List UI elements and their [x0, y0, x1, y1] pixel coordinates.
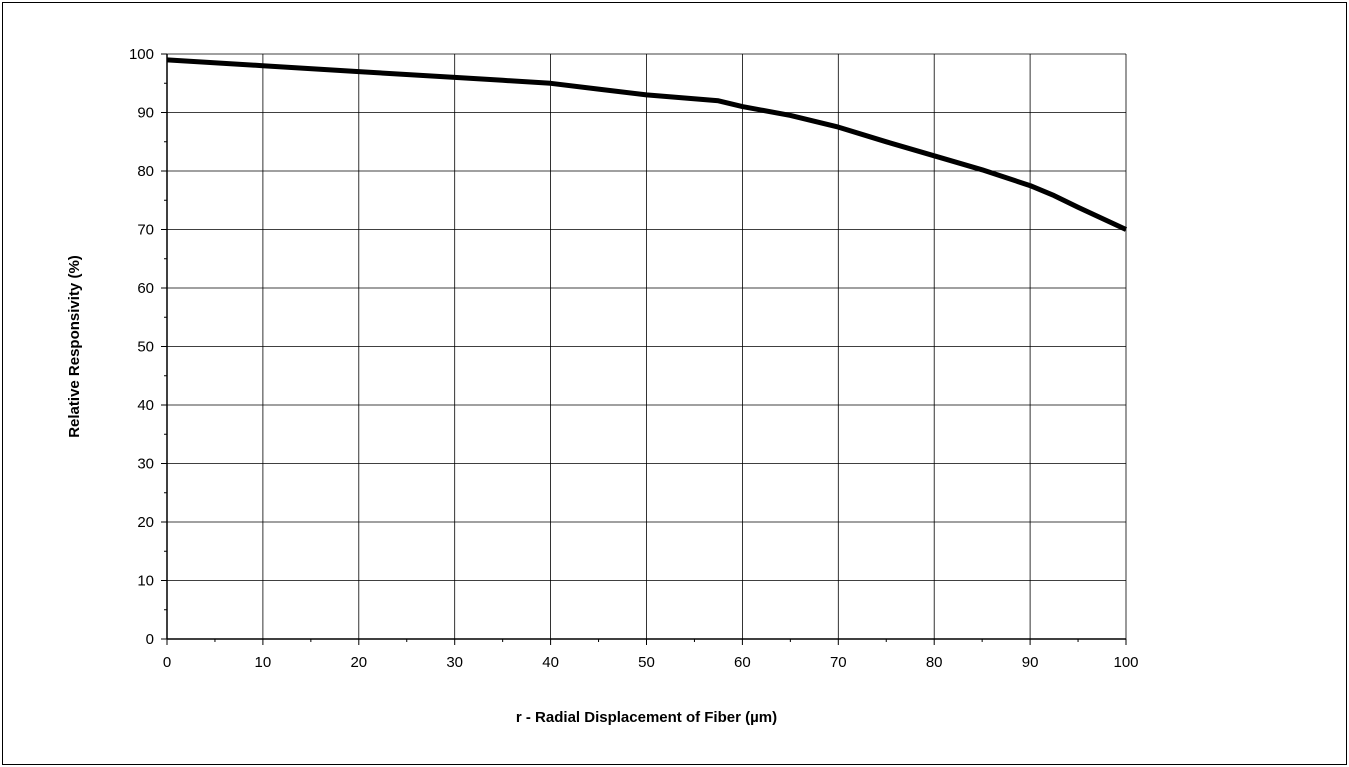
x-tick-label: 50: [638, 654, 655, 671]
y-tick-label: 20: [137, 514, 154, 531]
grid-lines: [167, 53, 1127, 639]
y-tick-label: 80: [137, 163, 154, 180]
series-line: [166, 57, 1128, 232]
y-tick-label: 60: [137, 280, 154, 297]
x-axis-title: r - Radial Displacement of Fiber (µm): [516, 709, 777, 726]
x-tick-label: 80: [926, 654, 943, 671]
x-tick-labels: 0 10 20 30 40 50 60 70 80 90 100: [163, 654, 1139, 671]
y-axis-title: Relative Responsivity (%): [66, 255, 83, 438]
x-tick-label: 0: [163, 654, 171, 671]
x-tick-label: 20: [350, 654, 367, 671]
y-tick-label: 30: [137, 456, 154, 473]
y-tick-label: 50: [137, 339, 154, 356]
axis-ticks: [161, 53, 1127, 645]
x-tick-label: 40: [542, 654, 559, 671]
y-tick-labels: 0 10 20 30 40 50 60 70 80 90 100: [129, 46, 154, 648]
x-tick-label: 60: [734, 654, 751, 671]
y-tick-label: 90: [137, 105, 154, 122]
x-tick-label: 30: [446, 654, 463, 671]
y-tick-label: 40: [137, 397, 154, 414]
y-tick-label: 100: [129, 46, 154, 63]
y-tick-label: 10: [137, 573, 154, 590]
x-tick-label: 10: [255, 654, 272, 671]
x-tick-label: 100: [1113, 654, 1138, 671]
y-tick-label: 0: [146, 631, 154, 648]
x-tick-label: 90: [1022, 654, 1039, 671]
x-tick-label: 70: [830, 654, 847, 671]
y-tick-label: 70: [137, 222, 154, 239]
